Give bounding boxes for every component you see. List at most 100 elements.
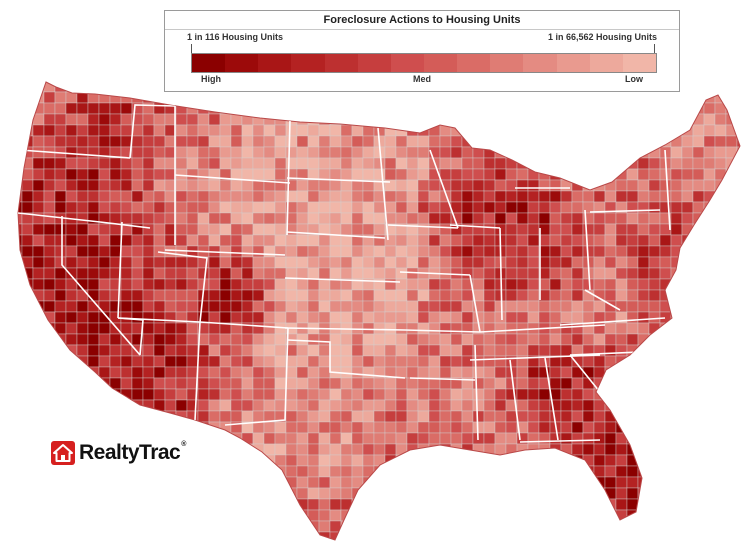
county-cell bbox=[263, 498, 276, 511]
county-cell bbox=[297, 543, 308, 552]
county-cell bbox=[142, 278, 155, 291]
county-cell bbox=[560, 355, 573, 368]
county-cell bbox=[417, 388, 430, 401]
county-cell bbox=[186, 157, 199, 170]
county-cell bbox=[318, 124, 331, 137]
county-cell bbox=[264, 543, 275, 552]
county-cell bbox=[494, 168, 507, 181]
county-cell bbox=[285, 476, 298, 489]
county-cell bbox=[197, 509, 210, 522]
county-cell bbox=[230, 355, 243, 368]
county-cell bbox=[318, 498, 331, 511]
county-cell bbox=[560, 168, 573, 181]
county-cell bbox=[98, 498, 111, 511]
county-cell bbox=[32, 124, 45, 137]
county-cell bbox=[98, 410, 111, 423]
county-cell bbox=[131, 135, 144, 148]
county-cell bbox=[219, 410, 232, 423]
county-cell bbox=[263, 388, 276, 401]
county-cell bbox=[362, 289, 375, 302]
county-cell bbox=[395, 333, 408, 346]
county-cell bbox=[175, 531, 188, 540]
county-cell bbox=[18, 234, 23, 247]
county-cell bbox=[307, 476, 320, 489]
county-cell bbox=[22, 70, 33, 81]
county-cell bbox=[351, 355, 364, 368]
county-cell bbox=[549, 190, 562, 203]
county-cell bbox=[670, 509, 683, 522]
county-cell bbox=[186, 344, 199, 357]
county-cell bbox=[87, 124, 100, 137]
county-cell bbox=[593, 168, 606, 181]
county-cell bbox=[142, 267, 155, 280]
county-cell bbox=[241, 234, 254, 247]
county-cell bbox=[714, 509, 727, 522]
county-cell bbox=[120, 113, 133, 126]
county-cell bbox=[593, 300, 606, 313]
county-cell bbox=[593, 454, 606, 467]
county-cell bbox=[296, 355, 309, 368]
county-cell bbox=[186, 124, 199, 137]
county-cell bbox=[186, 366, 199, 379]
county-cell bbox=[76, 82, 89, 93]
county-cell bbox=[351, 454, 364, 467]
county-cell bbox=[560, 498, 573, 511]
county-cell bbox=[461, 201, 474, 214]
county-cell bbox=[450, 355, 463, 368]
county-cell bbox=[21, 135, 34, 148]
county-cell bbox=[637, 366, 650, 379]
county-cell bbox=[54, 399, 67, 412]
county-cell bbox=[54, 410, 67, 423]
county-cell bbox=[153, 487, 166, 500]
county-cell bbox=[263, 377, 276, 390]
county-cell bbox=[109, 410, 122, 423]
county-cell bbox=[131, 366, 144, 379]
county-cell bbox=[65, 509, 78, 522]
county-cell bbox=[175, 135, 188, 148]
county-cell bbox=[671, 543, 682, 552]
county-cell bbox=[440, 543, 451, 552]
county-cell bbox=[307, 179, 320, 192]
county-cell bbox=[494, 135, 507, 148]
county-cell bbox=[76, 421, 89, 434]
county-cell bbox=[494, 179, 507, 192]
county-cell bbox=[406, 190, 419, 203]
county-cell bbox=[153, 124, 166, 137]
county-cell bbox=[263, 91, 276, 104]
county-cell bbox=[516, 91, 529, 104]
county-cell bbox=[318, 190, 331, 203]
legend-swatch bbox=[589, 54, 623, 72]
county-cell bbox=[307, 102, 320, 115]
county-cell bbox=[428, 113, 441, 126]
county-cell bbox=[263, 300, 276, 313]
county-cell bbox=[197, 179, 210, 192]
county-cell bbox=[736, 113, 740, 126]
county-cell bbox=[736, 256, 740, 269]
county-cell bbox=[571, 311, 584, 324]
county-cell bbox=[494, 201, 507, 214]
county-cell bbox=[329, 454, 342, 467]
county-cell bbox=[0, 521, 11, 532]
county-cell bbox=[263, 344, 276, 357]
county-cell bbox=[120, 520, 133, 533]
county-cell bbox=[681, 135, 694, 148]
county-cell bbox=[142, 234, 155, 247]
county-cell bbox=[417, 476, 430, 489]
county-cell bbox=[505, 124, 518, 137]
county-cell bbox=[131, 498, 144, 511]
county-cell bbox=[109, 355, 122, 368]
county-cell bbox=[175, 399, 188, 412]
county-cell bbox=[637, 432, 650, 445]
county-cell bbox=[483, 531, 496, 540]
county-cell bbox=[263, 333, 276, 346]
county-cell bbox=[340, 443, 353, 456]
county-cell bbox=[65, 388, 78, 401]
county-cell bbox=[582, 157, 595, 170]
county-cell bbox=[571, 278, 584, 291]
county-cell bbox=[21, 113, 34, 126]
county-cell bbox=[703, 487, 716, 500]
county-cell bbox=[285, 443, 298, 456]
county-cell bbox=[197, 267, 210, 280]
county-cell bbox=[340, 531, 353, 540]
county-cell bbox=[626, 443, 639, 456]
